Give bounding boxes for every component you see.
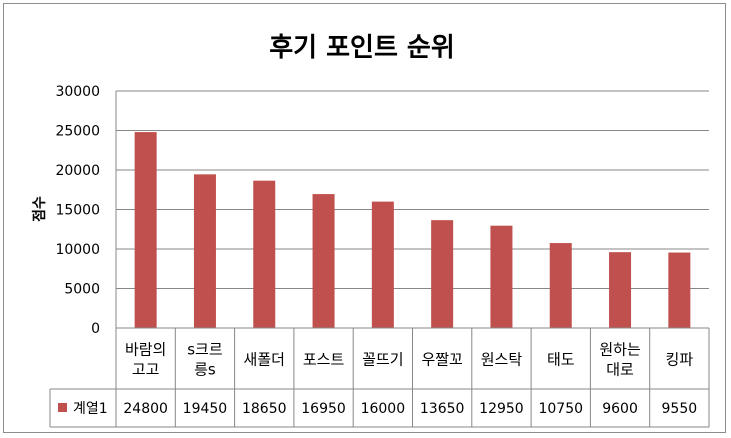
category-label: 꼴뜨기: [362, 351, 403, 369]
data-label: 24800: [123, 401, 168, 417]
data-label: 13650: [420, 401, 465, 417]
chart-frame: [3, 3, 726, 433]
category-label: 고고: [132, 361, 160, 379]
y-tick-label: 10000: [55, 242, 100, 258]
bar: [609, 252, 632, 328]
category-label: s크르: [187, 341, 223, 359]
y-tick-label: 5000: [64, 282, 100, 298]
data-label: 9600: [602, 401, 638, 417]
chart-title: 후기 포인트 순위: [269, 33, 455, 63]
bar: [253, 180, 276, 328]
legend-label: 계열1: [73, 401, 108, 417]
bars: [134, 132, 691, 328]
y-axis-ticks: 0 5000 10000 15000 20000 25000 30000: [55, 84, 100, 337]
category-label: 우짤꼬: [421, 351, 462, 369]
bar: [431, 220, 454, 328]
data-label: 18650: [242, 401, 287, 417]
category-label: 대로: [606, 361, 634, 379]
data-label: 16000: [361, 401, 406, 417]
data-label: 12950: [479, 401, 524, 417]
y-tick-label: 30000: [55, 84, 100, 100]
bar: [312, 194, 335, 328]
bar: [490, 225, 513, 328]
y-tick-label: 15000: [55, 203, 100, 219]
bar: [371, 201, 394, 328]
category-label: 포스트: [303, 351, 345, 369]
category-label: 원스탁: [481, 351, 523, 369]
data-label: 10750: [538, 401, 583, 417]
legend-swatch: [58, 403, 67, 412]
y-tick-label: 25000: [55, 124, 100, 140]
data-label: 19450: [183, 401, 228, 417]
category-label: 새폴더: [244, 351, 285, 369]
category-label: 바람의: [125, 341, 166, 359]
y-axis-label: 점수: [31, 196, 48, 222]
data-label: 16950: [301, 401, 346, 417]
y-tick-label: 0: [91, 321, 100, 337]
bar: [193, 174, 216, 328]
bar: [668, 252, 691, 328]
bar: [134, 132, 157, 328]
y-tick-label: 20000: [55, 163, 100, 179]
bar: [549, 243, 572, 328]
category-label: 킹파: [666, 351, 694, 369]
data-label: 9550: [662, 401, 698, 417]
category-label: 원하는: [599, 341, 641, 359]
category-label: 태도: [547, 351, 575, 369]
category-label: 릉s: [194, 361, 216, 379]
